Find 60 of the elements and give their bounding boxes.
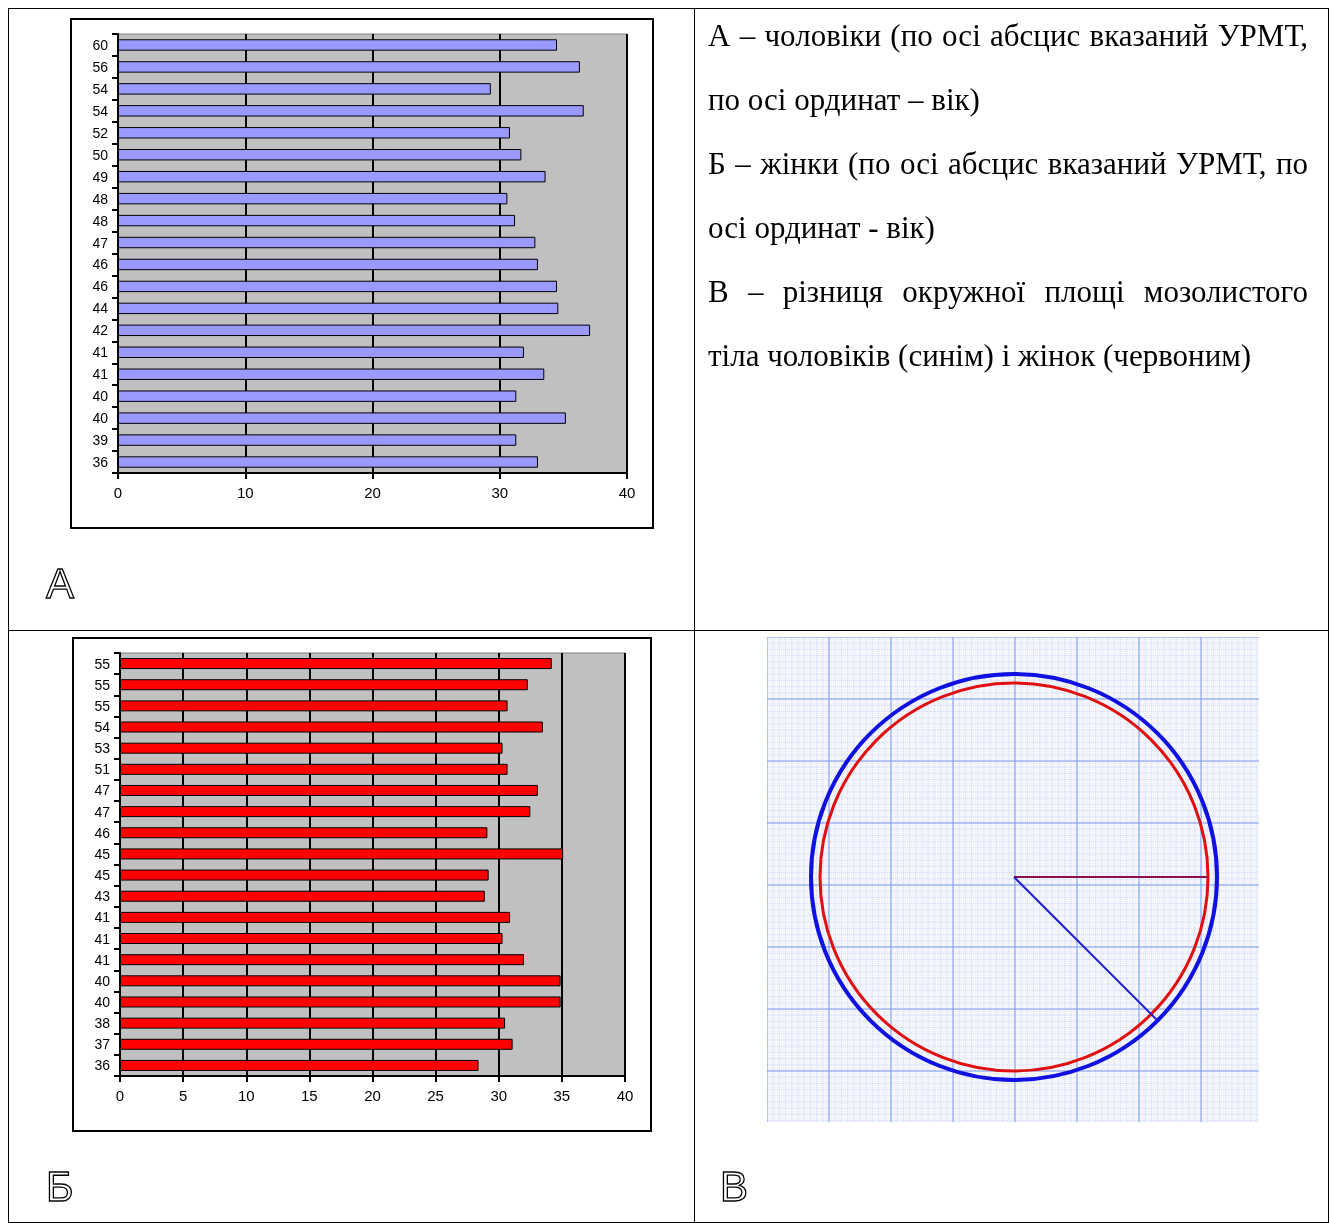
y-tick-label: 40 xyxy=(94,993,111,1010)
y-tick-label: 46 xyxy=(92,256,109,273)
y-tick-label: 55 xyxy=(94,676,111,693)
x-tick-label: 10 xyxy=(237,1087,255,1104)
y-tick-label: 48 xyxy=(92,212,109,229)
y-tick-label: 47 xyxy=(92,234,109,251)
y-tick-label: 44 xyxy=(92,300,109,317)
y-tick-label: 38 xyxy=(94,1015,111,1032)
y-tick-label: 60 xyxy=(92,36,109,53)
y-tick-label: 55 xyxy=(94,697,111,714)
x-tick-label: 30 xyxy=(491,484,509,501)
y-tick-label: 41 xyxy=(94,909,111,926)
y-tick-label: 45 xyxy=(94,845,111,862)
y-tick-label: 51 xyxy=(94,761,111,778)
y-tick-label: 41 xyxy=(94,951,111,968)
y-tick-label: 55 xyxy=(94,655,111,672)
y-tick-label: 54 xyxy=(92,102,109,119)
text: Б xyxy=(46,1163,74,1210)
y-tick-label: 47 xyxy=(94,782,111,799)
text: В xyxy=(720,1163,749,1210)
y-tick-label: 43 xyxy=(94,888,111,905)
y-tick-label: 53 xyxy=(94,740,111,757)
text: Б – жінки (по осі абсцис вказаний УРМТ, по осі ординат - вік) xyxy=(708,145,1308,247)
x-tick-label: 20 xyxy=(364,484,381,501)
text: В – різниця окружної площі мозолистого тіла чоловіків (синім) і жінок (червоним) xyxy=(708,273,1308,375)
y-tick-label: 46 xyxy=(92,278,109,295)
y-tick-label: 45 xyxy=(94,867,111,884)
x-tick-label: 0 xyxy=(115,1087,125,1104)
x-tick-label: 35 xyxy=(553,1087,571,1104)
x-tick-label: 0 xyxy=(113,484,123,501)
y-tick-label: 37 xyxy=(94,1036,111,1053)
text: А – чоловіки (по осі абсцис вказаний УРМТ, по осі ординат – вік) xyxy=(708,17,1308,119)
y-tick-label: 41 xyxy=(92,344,109,361)
text: А xyxy=(46,560,75,607)
y-tick-label: 42 xyxy=(92,322,109,339)
y-tick-label: 47 xyxy=(94,803,111,820)
x-tick-label: 40 xyxy=(616,1087,634,1104)
x-tick-label: 15 xyxy=(301,1087,318,1104)
y-tick-label: 56 xyxy=(92,58,109,75)
x-tick-label: 10 xyxy=(236,484,254,501)
y-tick-label: 48 xyxy=(92,190,109,207)
y-tick-label: 40 xyxy=(92,410,109,427)
x-tick-label: 30 xyxy=(490,1087,508,1104)
y-tick-label: 36 xyxy=(94,1057,111,1074)
y-tick-label: 41 xyxy=(94,930,111,947)
y-tick-label: 40 xyxy=(92,388,109,405)
y-tick-label: 49 xyxy=(92,168,109,185)
y-tick-label: 54 xyxy=(92,80,109,97)
x-tick-label: 25 xyxy=(427,1087,444,1104)
y-tick-label: 41 xyxy=(92,366,109,383)
y-tick-label: 36 xyxy=(92,454,109,471)
x-tick-label: 40 xyxy=(618,484,636,501)
x-tick-label: 5 xyxy=(178,1087,188,1104)
y-tick-label: 46 xyxy=(94,824,111,841)
y-tick-label: 54 xyxy=(94,719,111,736)
y-tick-label: 52 xyxy=(92,124,109,141)
y-tick-label: 39 xyxy=(92,432,109,449)
y-tick-label: 50 xyxy=(92,146,109,163)
y-tick-label: 40 xyxy=(94,972,111,989)
x-tick-label: 20 xyxy=(364,1087,381,1104)
